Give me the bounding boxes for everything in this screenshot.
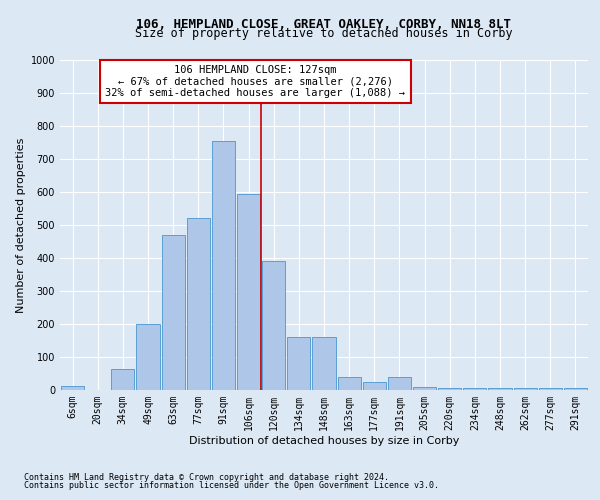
Bar bbox=[262, 262, 285, 390]
Bar bbox=[438, 388, 461, 390]
Bar bbox=[313, 337, 335, 390]
Bar bbox=[287, 337, 310, 390]
Bar bbox=[514, 388, 537, 390]
Bar bbox=[539, 388, 562, 390]
Text: Contains public sector information licensed under the Open Government Licence v3: Contains public sector information licen… bbox=[24, 481, 439, 490]
Bar bbox=[488, 388, 512, 390]
Text: 106 HEMPLAND CLOSE: 127sqm
← 67% of detached houses are smaller (2,276)
32% of s: 106 HEMPLAND CLOSE: 127sqm ← 67% of deta… bbox=[106, 65, 406, 98]
Bar bbox=[413, 386, 436, 390]
Bar bbox=[111, 368, 134, 390]
Text: 106, HEMPLAND CLOSE, GREAT OAKLEY, CORBY, NN18 8LT: 106, HEMPLAND CLOSE, GREAT OAKLEY, CORBY… bbox=[137, 18, 511, 30]
Bar bbox=[161, 235, 185, 390]
Bar bbox=[61, 386, 84, 390]
Bar bbox=[338, 377, 361, 390]
X-axis label: Distribution of detached houses by size in Corby: Distribution of detached houses by size … bbox=[189, 436, 459, 446]
Text: Contains HM Land Registry data © Crown copyright and database right 2024.: Contains HM Land Registry data © Crown c… bbox=[24, 472, 389, 482]
Text: Size of property relative to detached houses in Corby: Size of property relative to detached ho… bbox=[135, 28, 513, 40]
Y-axis label: Number of detached properties: Number of detached properties bbox=[16, 138, 26, 312]
Bar bbox=[237, 194, 260, 390]
Bar bbox=[212, 141, 235, 390]
Bar bbox=[463, 388, 487, 390]
Bar bbox=[136, 324, 160, 390]
Bar bbox=[187, 218, 210, 390]
Bar bbox=[564, 388, 587, 390]
Bar bbox=[363, 382, 386, 390]
Bar bbox=[388, 377, 411, 390]
